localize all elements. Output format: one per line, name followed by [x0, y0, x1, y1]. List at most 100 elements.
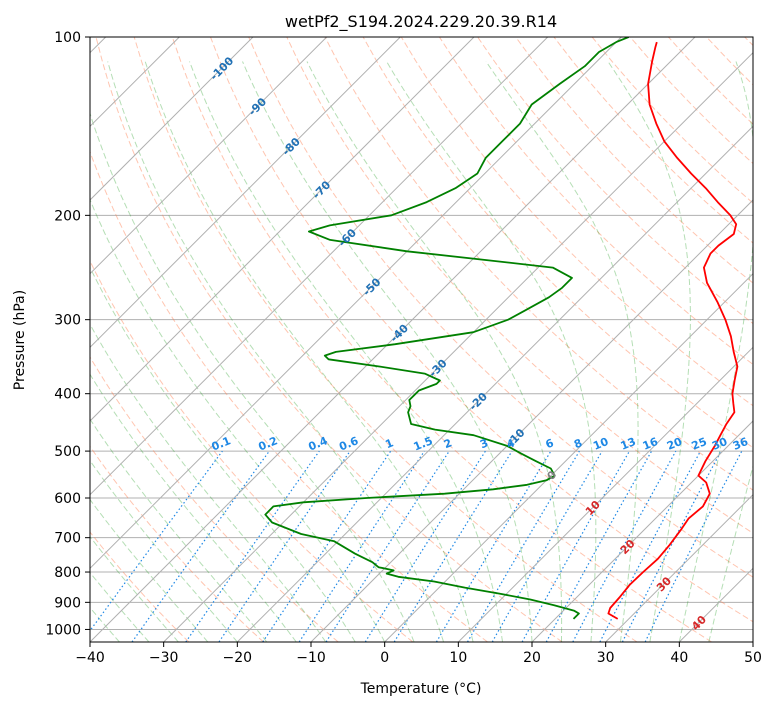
isotherm [678, 567, 753, 642]
moist-adiabat [90, 373, 297, 642]
x-tick-label: 50 [744, 650, 762, 666]
isotherm [605, 493, 753, 642]
mixing-ratio-line [90, 450, 223, 632]
isotherm-label: -100 [208, 54, 237, 83]
y-tick-label: 800 [54, 565, 81, 581]
isotherm [90, 37, 254, 201]
isotherm [752, 641, 753, 642]
isotherm [236, 125, 753, 642]
isotherm [90, 37, 475, 422]
y-tick-label: 500 [54, 444, 81, 460]
dry-adiabat [95, 37, 563, 642]
dry-adiabat [400, 37, 753, 407]
mixing-ratio-line [466, 450, 580, 642]
mixing-ratio-label: 10 [591, 435, 610, 453]
y-tick-label: 300 [54, 313, 81, 329]
moist-adiabat [90, 535, 179, 642]
dry-adiabat [90, 445, 264, 642]
y-tick-label: 700 [54, 531, 81, 547]
y-tick-label: 600 [54, 491, 81, 507]
dry-adiabat [90, 356, 339, 642]
mixing-ratio-label: 36 [731, 435, 750, 453]
isotherm [384, 272, 753, 642]
isotherm [90, 37, 622, 570]
mixing-ratio-line [218, 450, 351, 642]
x-tick-label: −20 [223, 650, 253, 666]
x-tick-label: 30 [597, 650, 615, 666]
mixing-ratio-line [298, 450, 425, 642]
mixing-ratio-label: 2 [442, 436, 454, 451]
temperature-profile [607, 41, 739, 620]
y-tick-label: 900 [54, 595, 81, 611]
mixing-ratio-label: 1 [383, 436, 395, 451]
mixing-ratio-label: 20 [665, 435, 684, 453]
x-axis-label: Temperature (°C) [360, 681, 482, 697]
mixing-ratio-line [393, 450, 513, 642]
mixing-ratio-label: 25 [690, 435, 709, 453]
dry-adiabat [133, 37, 638, 642]
isotherm-label: -50 [360, 275, 383, 298]
mixing-ratio-line [325, 450, 450, 642]
moist-adiabat [678, 61, 753, 642]
mixing-ratio-label: 3 [478, 436, 490, 451]
x-tick-label: −30 [149, 650, 179, 666]
moist-adiabat [90, 323, 327, 642]
y-axis-label: Pressure (hPa) [12, 290, 28, 390]
dry-adiabat [744, 37, 753, 47]
dewpoint-profile [264, 37, 630, 620]
mixing-ratio-line [521, 450, 631, 642]
moist-adiabat [90, 459, 238, 642]
isotherm-label: -80 [280, 135, 303, 158]
dry-adiabat [210, 37, 753, 623]
x-tick-label: 20 [523, 650, 541, 666]
y-tick-label: 100 [54, 30, 81, 46]
isotherm [90, 37, 549, 496]
moist-adiabat [708, 464, 753, 642]
dry-adiabat [90, 150, 488, 642]
dry-adiabat [515, 37, 753, 284]
mixing-ratio-label: 6 [544, 436, 556, 451]
isotherm [457, 346, 753, 642]
moist-adiabat [144, 61, 474, 642]
mixing-ratio-line [131, 450, 270, 642]
chart-title: wetPf2_S194.2024.229.20.39.R14 [285, 12, 557, 32]
moist-adiabat [306, 61, 563, 642]
mixing-ratio-line [644, 450, 743, 642]
plot-frame [89, 36, 754, 643]
dry-adiabat [668, 37, 753, 125]
moist-adiabat [90, 111, 415, 642]
moist-adiabat [242, 61, 533, 642]
moist-adiabat [90, 498, 209, 642]
x-tick-label: −10 [296, 650, 326, 666]
mixing-ratio-label: 8 [572, 436, 584, 451]
x-tick-label: 10 [449, 650, 467, 666]
x-tick-label: 40 [670, 650, 688, 666]
isotherm [90, 37, 696, 642]
isotherm [163, 51, 753, 642]
mixing-ratio-line [262, 450, 392, 642]
moist-adiabat [90, 571, 150, 642]
isotherm [90, 37, 328, 275]
moist-adiabat [189, 61, 503, 642]
dry-adiabat [591, 37, 753, 204]
mixing-ratio-label: 30 [710, 435, 729, 453]
mixing-ratio-label: 13 [619, 435, 638, 453]
mixing-ratio-line [572, 450, 677, 642]
dry-adiabat [248, 37, 753, 578]
moist-adiabat [607, 61, 691, 642]
y-tick-label: 200 [54, 208, 81, 224]
dry-adiabat [171, 37, 712, 642]
dry-adiabat [90, 531, 190, 642]
y-tick-label: 1000 [45, 622, 81, 638]
mixing-ratio-line [545, 450, 653, 642]
moist-adiabat [485, 61, 639, 642]
x-tick-label: −40 [75, 650, 105, 666]
isotherm [310, 199, 753, 642]
x-tick-label: 0 [380, 650, 389, 666]
moist-adiabat [386, 61, 597, 642]
isotherm [90, 37, 401, 349]
isotherm [531, 420, 753, 642]
moist-adiabat [90, 198, 386, 642]
